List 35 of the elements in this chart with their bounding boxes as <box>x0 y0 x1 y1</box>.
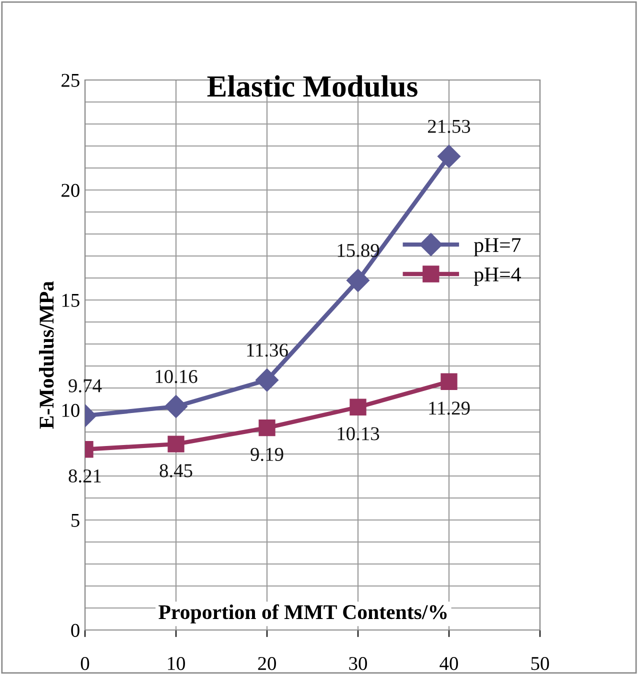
y-tick-label: 0 <box>71 624 80 637</box>
point <box>440 373 458 390</box>
point <box>164 394 188 418</box>
point <box>438 144 460 168</box>
y-tick-label: 25 <box>62 74 80 87</box>
y-tick-label: 15 <box>62 294 80 307</box>
x-tick-label: 40 <box>440 656 458 670</box>
y-tick-label: 10 <box>62 404 80 417</box>
point <box>258 419 276 436</box>
point <box>350 398 366 416</box>
x-tick-label: 10 <box>168 656 185 670</box>
point <box>346 268 370 292</box>
data-label: 11.36 <box>247 344 288 357</box>
legend-label: pH=7 <box>474 238 521 256</box>
y-tick-label: 20 <box>62 184 80 197</box>
x-tick-label: 0 <box>80 656 90 670</box>
chart-title: Elastic Modulus <box>207 75 418 97</box>
x-axis-title: Proportion of MMT Contents/% <box>158 604 447 624</box>
data-label: 9.74 <box>68 379 102 392</box>
data-label: 10.13 <box>338 427 380 440</box>
data-label: 8.45 <box>160 464 192 478</box>
x-tick-label: 20 <box>258 656 276 670</box>
data-label: 10.16 <box>156 370 198 384</box>
point <box>168 436 184 452</box>
point <box>256 368 278 392</box>
y-axis-title: E-Modulus/MPa <box>39 281 54 429</box>
data-label: 21.53 <box>428 120 470 134</box>
x-tick-label: 30 <box>349 656 367 670</box>
data-label: 8.21 <box>68 469 101 483</box>
legend-label: pH=4 <box>474 268 521 286</box>
data-label: 11.29 <box>429 402 470 415</box>
data-label: 9.19 <box>250 448 284 462</box>
data-label: 15.89 <box>338 244 380 258</box>
y-tick-label: 5 <box>72 514 80 527</box>
x-tick-label: 50 <box>531 656 549 670</box>
